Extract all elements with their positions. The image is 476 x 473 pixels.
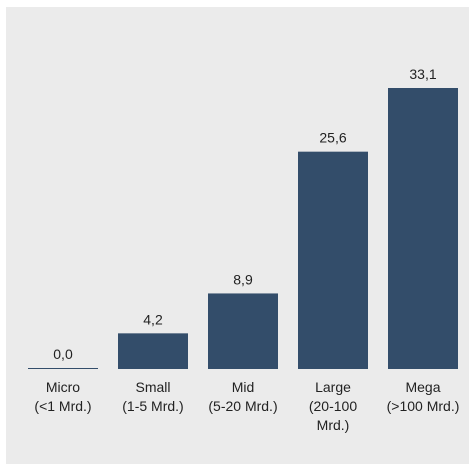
bar-value-label-3: 25,6: [319, 130, 346, 146]
bar-1: [118, 333, 188, 369]
bar-3: [298, 151, 368, 369]
bar-value-label-0: 0,0: [53, 346, 73, 362]
x-tick-label-2: Mid (5-20 Mrd.): [208, 379, 277, 414]
x-tick-label-line: Small: [135, 379, 170, 395]
bar-value-label-4: 33,1: [409, 66, 436, 82]
bar-0: [28, 368, 98, 369]
x-tick-label-line: Large: [315, 379, 351, 395]
x-tick-label-line: (1-5 Mrd.): [122, 398, 183, 414]
bar-value-label-2: 8,9: [233, 271, 253, 287]
x-tick-label-line: Mrd.): [317, 417, 350, 433]
x-tick-label-line: (5-20 Mrd.): [208, 398, 277, 414]
bar-2: [208, 293, 278, 369]
bar-value-label-1: 4,2: [143, 311, 163, 327]
x-tick-label-line: Micro: [46, 379, 80, 395]
x-tick-label-0: Micro (<1 Mrd.): [34, 379, 91, 414]
x-tick-label-line: (20-100: [309, 398, 357, 414]
x-tick-label-4: Mega (>100 Mrd.): [387, 379, 460, 414]
x-tick-label-line: Mid: [232, 379, 255, 395]
x-tick-label-1: Small (1-5 Mrd.): [122, 379, 183, 414]
x-tick-label-line: Mega: [405, 379, 440, 395]
x-tick-label-line: (<1 Mrd.): [34, 398, 91, 414]
bar-4: [388, 88, 458, 369]
bar-chart: 0,0 Micro (<1 Mrd.) 4,2 Small (1-5 Mrd.) 8,9 Mi…: [28, 66, 460, 433]
chart-panel: 0,0 Micro (<1 Mrd.) 4,2 Small (1-5 Mrd.) 8,9 Mi…: [6, 7, 469, 464]
x-tick-label-3: Large (20-100 Mrd.): [309, 379, 357, 433]
x-tick-label-line: (>100 Mrd.): [387, 398, 460, 414]
